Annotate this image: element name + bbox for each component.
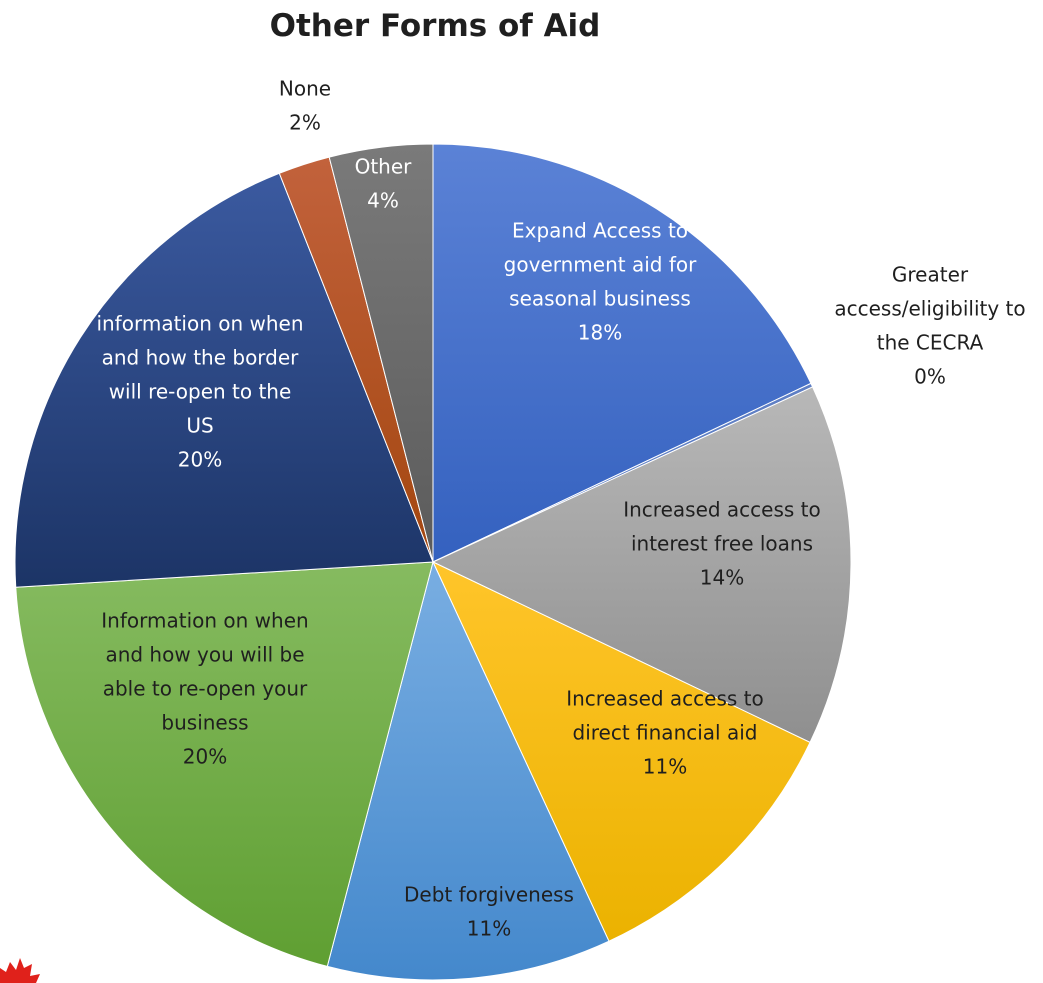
slice-category-label: business xyxy=(161,711,248,735)
slice-percent-label: 2% xyxy=(289,111,321,135)
slice-label: Information on when and how you will be ab… xyxy=(101,609,308,769)
pie-slice xyxy=(431,560,811,942)
pie-slice xyxy=(432,143,812,563)
slice-category-label: and how the border xyxy=(102,346,300,370)
slice-percent-label: 11% xyxy=(643,755,687,779)
slice-category-label: the CECRA xyxy=(877,331,984,355)
slice-category-label: Greater xyxy=(892,263,969,287)
slice-label: None 2% xyxy=(279,77,331,135)
slice-category-label: Information on when xyxy=(101,609,308,633)
slice-label: information on when and how the border wil… xyxy=(96,312,303,472)
slice-label: Increased access to direct financial aid 1… xyxy=(566,687,764,779)
slices-layer xyxy=(14,143,852,981)
pie-slice xyxy=(326,560,610,981)
slice-category-label: and how you will be xyxy=(105,643,304,667)
slice-label: Greater access/eligibility to the CECRA 0% xyxy=(834,263,1025,389)
slice-label: Debt forgiveness 11% xyxy=(404,883,574,941)
slice-category-label: Expand Access to xyxy=(512,219,688,243)
chart-title: Other Forms of Aid xyxy=(269,8,601,44)
slice-category-label: seasonal business xyxy=(509,287,691,311)
slice-category-label: able to re-open your xyxy=(103,677,308,701)
slice-label: Other 4% xyxy=(355,155,413,213)
slice-category-label: information on when xyxy=(96,312,303,336)
labels-layer: Expand Access to government aid for season… xyxy=(96,77,1025,941)
pie-slice xyxy=(14,172,434,588)
slice-category-label: government aid for xyxy=(504,253,697,277)
slice-category-label: Other xyxy=(355,155,413,179)
slice-category-label: Increased access to xyxy=(566,687,764,711)
slice-percent-label: 14% xyxy=(700,566,744,590)
pie-slice xyxy=(15,561,434,968)
slice-percent-label: 18% xyxy=(578,321,622,345)
pie-slice xyxy=(328,143,434,563)
decor-layer xyxy=(0,958,40,983)
slice-percent-label: 11% xyxy=(467,917,511,941)
slice-percent-label: 4% xyxy=(367,189,399,213)
slice-percent-label: 20% xyxy=(183,745,227,769)
slice-category-label: access/eligibility to xyxy=(834,297,1025,321)
slice-label: Expand Access to government aid for season… xyxy=(504,219,697,345)
slice-percent-label: 20% xyxy=(178,448,222,472)
slice-category-label: Increased access to xyxy=(623,498,821,522)
slice-category-label: direct financial aid xyxy=(573,721,758,745)
pie-slice xyxy=(431,386,852,744)
maple-leaf-icon xyxy=(0,958,40,983)
slice-category-label: Debt forgiveness xyxy=(404,883,574,907)
slice-category-label: None xyxy=(279,77,331,101)
slice-category-label: interest free loans xyxy=(631,532,813,556)
slice-category-label: will re-open to the xyxy=(109,380,292,404)
slice-category-label: US xyxy=(186,414,213,438)
slice-label: Increased access to interest free loans 14… xyxy=(623,498,821,590)
slice-percent-label: 0% xyxy=(914,365,946,389)
